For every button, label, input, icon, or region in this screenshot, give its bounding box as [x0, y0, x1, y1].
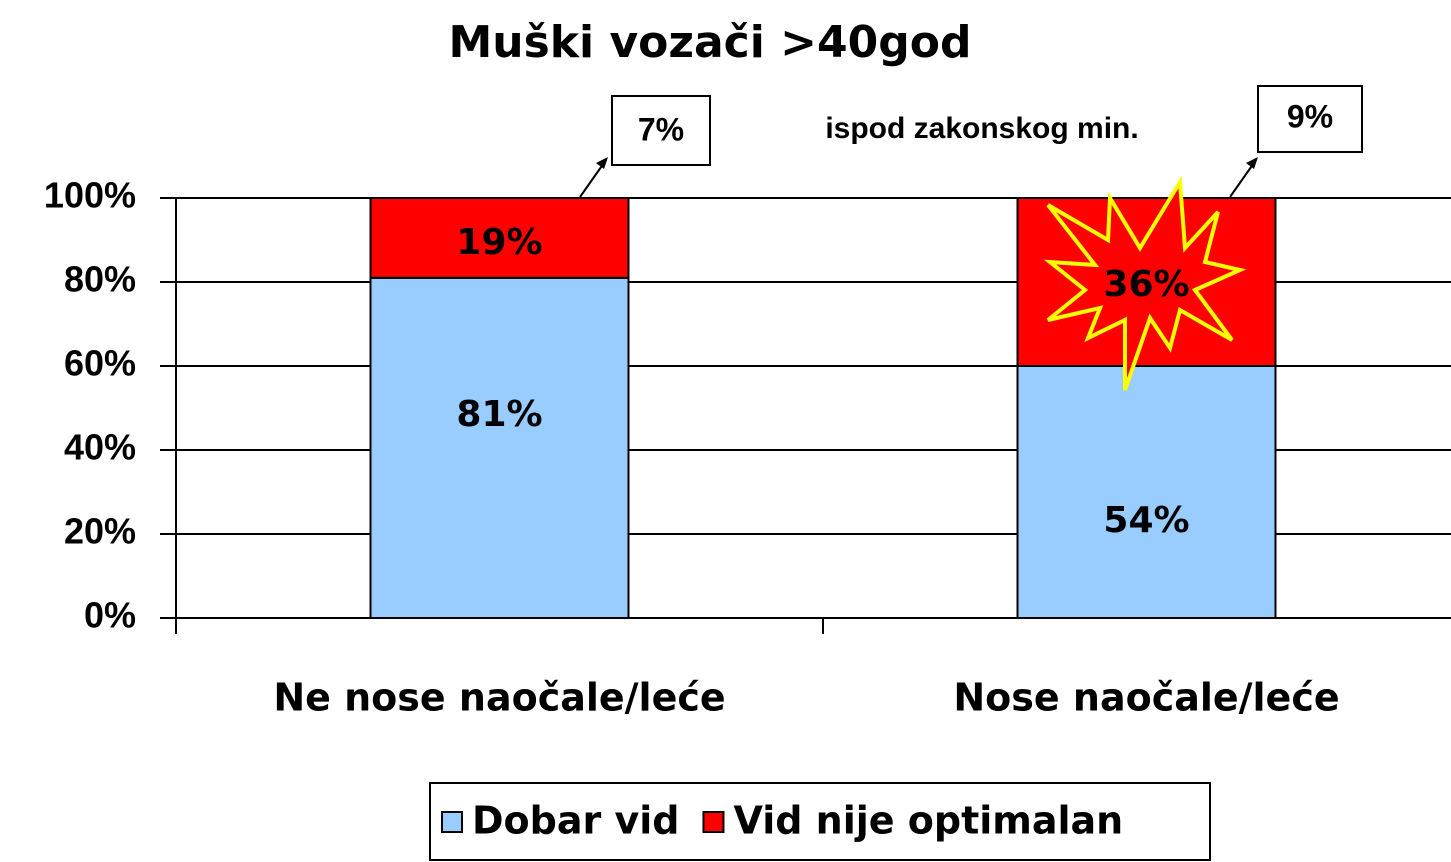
legend-label: Dobar vid	[472, 799, 679, 843]
y-tick-label: 0%	[84, 595, 136, 636]
annotation: 7%	[638, 111, 684, 147]
plot-area: 0% 20% 40% 60% 80% 100%	[44, 175, 1451, 636]
bar-segment	[369, 197, 630, 279]
x-tick-label: Ne nose naočale/leće	[273, 676, 725, 720]
y-tick-label: 80%	[64, 259, 136, 300]
arrow-head	[596, 157, 608, 169]
annotation: 9%	[1287, 98, 1333, 134]
annotation-box	[1257, 85, 1363, 153]
data-label: 36%	[1103, 264, 1189, 305]
y-tick-label: 60%	[64, 343, 136, 384]
y-tick-label: 20%	[64, 511, 136, 552]
annotation-box	[611, 95, 711, 166]
bar-segment	[1016, 365, 1277, 619]
data-label: 19%	[456, 222, 542, 263]
annotation: ispod zakonskog min.	[825, 112, 1138, 145]
legend-swatch	[441, 811, 463, 833]
data-label: 81%	[456, 394, 542, 435]
legend-label: Vid nije optimalan	[733, 799, 1123, 843]
y-tick-label: 40%	[64, 427, 136, 468]
y-tick-label: 100%	[44, 175, 136, 216]
labels: Ne nose naočale/leće 81% 19% Nose naočale/l…	[273, 222, 1339, 720]
x-tick-label: Nose naočale/leće	[953, 676, 1339, 720]
bar-segment	[369, 276, 630, 619]
legend	[429, 782, 1211, 861]
chart-title: Muški vozači >40god	[449, 17, 972, 68]
starburst	[1043, 175, 1247, 391]
legend-swatch	[702, 811, 725, 833]
arrow-head	[1246, 157, 1258, 169]
data-label: 54%	[1103, 500, 1189, 541]
